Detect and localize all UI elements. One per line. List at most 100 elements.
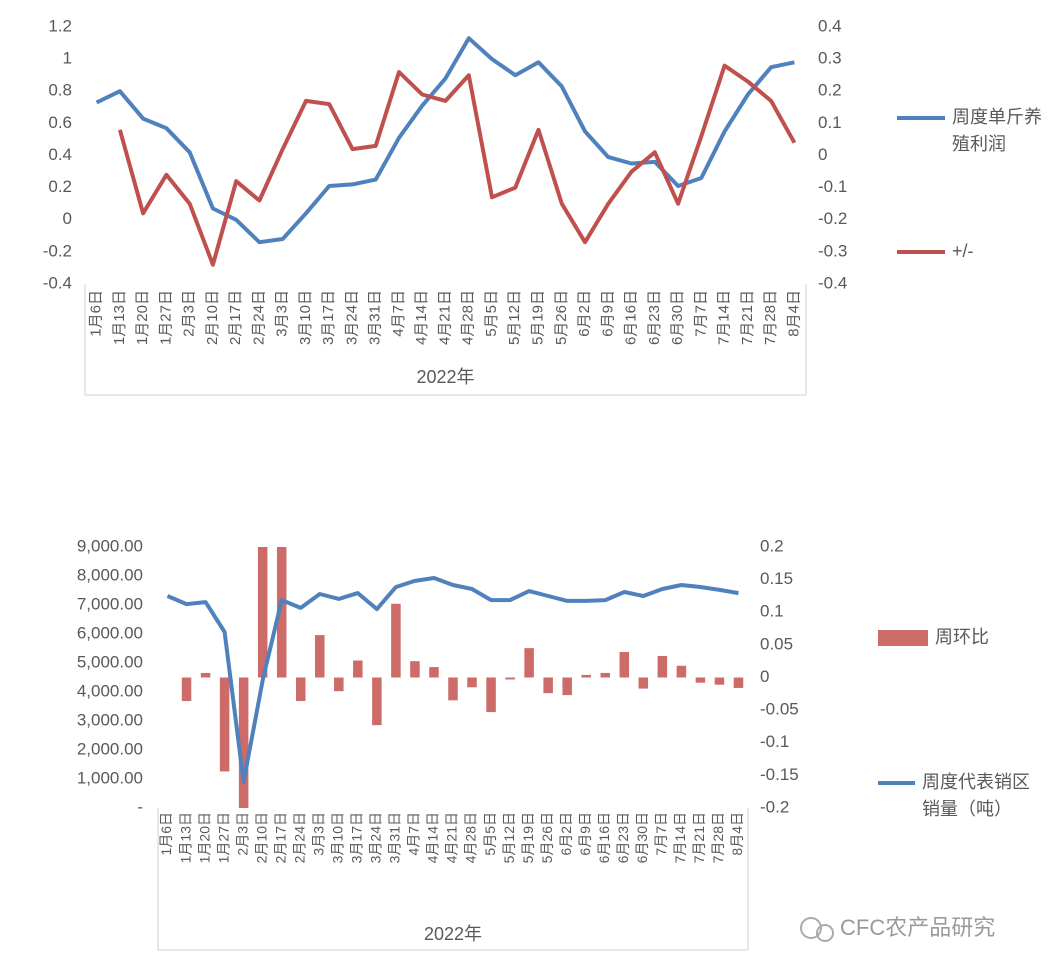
x-tick-label: 1月13日 [177, 812, 193, 863]
y2-tick-label: 0.2 [818, 81, 842, 100]
y-tick-label: 0.8 [48, 81, 72, 100]
x-tick-label: 5月12日 [506, 290, 523, 345]
x-tick-label: 6月9日 [577, 812, 593, 856]
bar [391, 603, 401, 678]
x-tick-label: 6月23日 [646, 290, 663, 345]
bar [219, 677, 230, 772]
y-tick-label: 7,000.00 [77, 594, 143, 613]
x-axis-label: 2022年 [424, 924, 482, 944]
y2-tick-label: -0.2 [818, 209, 847, 228]
x-tick-label: 6月16日 [623, 290, 640, 345]
x-tick-label: 6月30日 [669, 290, 686, 345]
bar [619, 652, 630, 678]
x-tick-label: 7月7日 [692, 290, 709, 337]
bar [257, 547, 268, 678]
x-tick-label: 7月7日 [653, 812, 669, 856]
x-tick-label: 7月28日 [710, 812, 726, 863]
y-tick-label: -0.2 [43, 241, 72, 260]
x-tick-label: 1月27日 [215, 812, 231, 863]
bar [486, 677, 496, 713]
x-tick-label: 4月7日 [390, 290, 407, 337]
x-tick-label: 4月28日 [463, 812, 479, 863]
x-tick-label: 3月3日 [310, 812, 326, 856]
x-tick-label: 8月4日 [785, 290, 802, 337]
y2-tick-label: 0 [760, 667, 769, 686]
x-tick-label: 4月28日 [460, 290, 477, 345]
x-tick-label: 2月3日 [234, 812, 250, 856]
line [95, 36, 795, 245]
x-tick-label: 1月20日 [196, 812, 212, 863]
bar [638, 677, 649, 689]
watermark-icon [800, 917, 822, 939]
bar [181, 677, 192, 701]
bar [200, 672, 211, 678]
legend-label: +/- [952, 241, 974, 261]
legend-label: 周度单斤养殖利润 [952, 107, 1042, 154]
x-tick-label: 3月17日 [320, 290, 337, 345]
bar [448, 677, 458, 701]
y-tick-label: 4,000.00 [77, 681, 143, 700]
x-tick-label: 5月5日 [483, 290, 500, 337]
x-tick-label: 1月6日 [158, 812, 174, 856]
x-tick-label: 7月28日 [762, 290, 779, 345]
x-tick-label: 6月9日 [599, 290, 616, 337]
x-tick-label: 3月24日 [343, 290, 360, 345]
watermark: CFC农产品研究 [840, 915, 995, 940]
y-tick-label: - [137, 797, 143, 816]
bar [562, 677, 572, 696]
y2-tick-label: -0.05 [760, 700, 799, 719]
y-tick-label: 5,000.00 [77, 652, 143, 671]
x-tick-label: 2月24日 [291, 812, 307, 863]
bar [600, 672, 611, 678]
x-tick-label: 2月10日 [204, 290, 221, 345]
x-tick-label: 4月14日 [425, 812, 441, 863]
x-tick-label: 5月26日 [539, 812, 555, 863]
x-tick-label: 4月21日 [444, 812, 460, 863]
x-tick-label: 6月16日 [596, 812, 612, 863]
x-tick-label: 5月19日 [520, 812, 536, 863]
y-tick-label: 1.2 [48, 16, 72, 35]
x-tick-label: 7月14日 [672, 812, 688, 863]
x-tick-label: 5月19日 [530, 290, 547, 345]
bar [505, 677, 515, 680]
bar [524, 648, 534, 678]
legend-label: 周度代表销区销量（吨） [922, 772, 1030, 819]
y-tick-label: 3,000.00 [77, 710, 143, 729]
x-tick-label: 3月31日 [387, 812, 403, 863]
bar [543, 677, 553, 694]
bar [676, 665, 687, 678]
x-tick-label: 5月26日 [553, 290, 570, 345]
bar [295, 677, 306, 701]
y2-tick-label: 0.2 [760, 536, 784, 555]
x-tick-label: 3月10日 [297, 290, 314, 345]
x-tick-label: 5月5日 [482, 812, 498, 856]
legend-swatch [878, 630, 928, 646]
bar [410, 661, 420, 678]
y-tick-label: 0 [63, 209, 72, 228]
x-tick-label: 5月12日 [501, 812, 517, 863]
x-tick-label: 3月3日 [274, 290, 291, 337]
y2-tick-label: 0.3 [818, 49, 842, 68]
x-tick-label: 2月17日 [227, 290, 244, 345]
y2-tick-label: 0.05 [760, 634, 793, 653]
y-tick-label: 1,000.00 [77, 768, 143, 787]
bar [238, 677, 249, 808]
y-tick-label: 6,000.00 [77, 623, 143, 642]
y2-tick-label: 0 [818, 145, 827, 164]
y2-tick-label: -0.4 [818, 273, 847, 292]
y-tick-label: 0.2 [48, 177, 72, 196]
x-tick-label: 6月2日 [576, 290, 593, 337]
x-tick-label: 3月24日 [368, 812, 384, 863]
y2-tick-label: -0.15 [760, 765, 799, 784]
bar [657, 655, 668, 678]
x-tick-label: 6月23日 [615, 812, 631, 863]
x-tick-label: 6月30日 [634, 812, 650, 863]
x-tick-label: 1月20日 [134, 290, 151, 345]
y2-tick-label: 0.4 [818, 16, 842, 35]
x-tick-label: 3月31日 [367, 290, 384, 345]
x-tick-label: 4月14日 [413, 290, 430, 345]
watermark-icon [816, 924, 834, 942]
x-tick-label: 7月21日 [691, 812, 707, 863]
